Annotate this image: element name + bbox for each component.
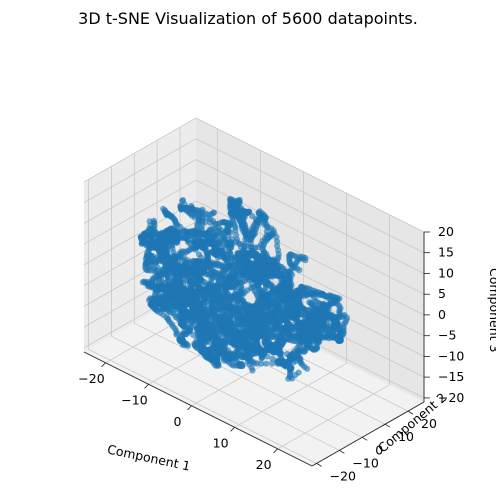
scatter-points (137, 195, 350, 382)
data-point (143, 267, 150, 274)
data-point (200, 258, 207, 266)
data-point (216, 296, 223, 303)
data-point (238, 289, 245, 296)
data-point (229, 261, 236, 268)
data-point (230, 274, 237, 281)
data-point (317, 290, 324, 297)
grid-line-y-floor (88, 349, 317, 464)
data-point (337, 336, 344, 343)
data-point (241, 213, 248, 220)
grid-line-z-left (83, 138, 197, 204)
data-point (157, 306, 164, 313)
grid-line-x-floor (234, 362, 347, 428)
data-point (165, 308, 172, 315)
data-point (296, 267, 303, 274)
data-point (192, 265, 199, 272)
data-point (192, 246, 199, 253)
pane-back-right (196, 118, 424, 402)
data-point (173, 239, 181, 246)
data-point (156, 256, 164, 263)
data-point (157, 285, 164, 292)
data-point (304, 365, 311, 372)
data-point (208, 211, 215, 218)
data-point (228, 296, 235, 303)
data-point (305, 312, 312, 319)
data-point (254, 268, 261, 275)
pane-floor (84, 288, 424, 466)
grid-line-z-left (83, 200, 197, 266)
data-point (157, 299, 164, 306)
grid-line-x-floor (277, 384, 390, 450)
data-point (166, 254, 173, 261)
data-point (152, 241, 159, 248)
chart-title: 3D t-SNE Visualization of 5600 datapoint… (78, 9, 418, 28)
data-point (198, 238, 205, 246)
data-point (221, 244, 228, 251)
data-point (261, 272, 268, 280)
data-point (177, 205, 185, 212)
data-point (263, 280, 270, 287)
data-point (301, 285, 308, 292)
grid-line-y-floor (111, 335, 340, 451)
grid-line-y-floor (134, 322, 363, 438)
data-point (250, 262, 257, 269)
data-point (246, 208, 253, 216)
data-point (237, 209, 244, 216)
data-point (147, 295, 154, 302)
data-point (308, 301, 315, 308)
data-point (192, 212, 199, 219)
data-point (142, 241, 149, 248)
data-point (332, 321, 340, 328)
data-point (257, 360, 265, 367)
data-point (204, 215, 211, 222)
data-point (182, 260, 189, 267)
data-point (227, 196, 234, 203)
data-point (190, 233, 197, 240)
data-point (207, 262, 214, 269)
data-point (177, 266, 184, 273)
data-point (151, 223, 158, 230)
data-point (263, 214, 270, 221)
grid-line-z-back (195, 159, 425, 274)
grid-line-z-left (83, 117, 197, 183)
data-point (211, 336, 218, 343)
data-point (185, 342, 192, 349)
data-point (212, 220, 219, 228)
data-point (214, 281, 221, 288)
data-point (184, 248, 191, 255)
data-point (264, 234, 271, 241)
data-point (334, 297, 341, 304)
data-point (269, 360, 276, 367)
data-point (274, 238, 281, 245)
data-point (151, 282, 158, 290)
grid-line-z-left (83, 179, 197, 245)
data-point (156, 250, 163, 257)
data-point (285, 375, 292, 382)
data-point (203, 267, 210, 275)
data-point (235, 200, 242, 207)
data-point (266, 261, 273, 268)
data-point (302, 254, 309, 262)
data-point (203, 250, 211, 258)
data-point (163, 211, 170, 218)
data-point (224, 304, 231, 311)
grid-line-z-back (195, 138, 425, 254)
grid-line-z-left (83, 159, 197, 224)
data-point (249, 367, 256, 374)
data-point (263, 360, 270, 367)
grid-line-z-back (195, 117, 425, 233)
data-point (199, 206, 206, 213)
data-point (282, 276, 289, 283)
